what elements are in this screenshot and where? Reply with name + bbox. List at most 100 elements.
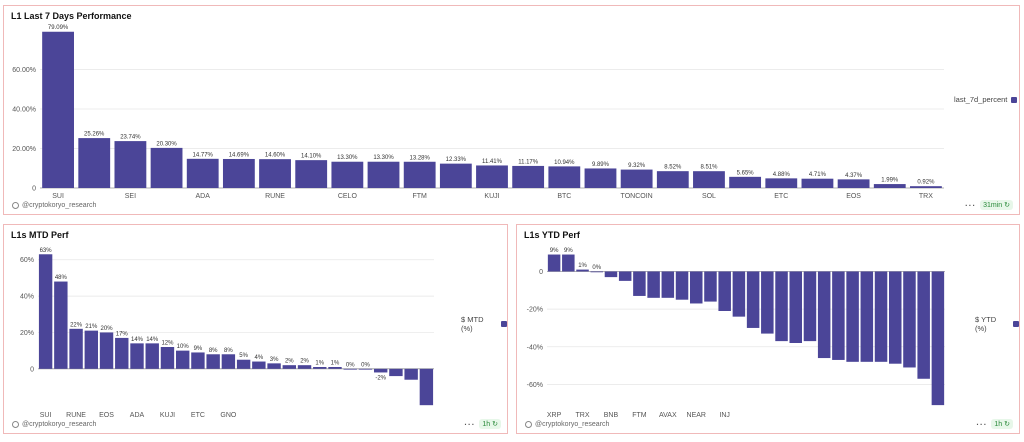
bar[interactable] bbox=[693, 171, 725, 188]
bar[interactable] bbox=[282, 365, 297, 369]
bar[interactable] bbox=[295, 160, 328, 188]
bar[interactable] bbox=[689, 271, 703, 304]
bar[interactable] bbox=[910, 186, 942, 188]
legend[interactable]: last_7d_percent bbox=[954, 95, 1018, 104]
y-tick-label: 60% bbox=[20, 257, 34, 264]
bar[interactable] bbox=[584, 168, 617, 188]
bar[interactable] bbox=[873, 184, 906, 188]
bar[interactable] bbox=[206, 354, 220, 369]
bar[interactable] bbox=[832, 271, 845, 360]
bar[interactable] bbox=[99, 332, 114, 369]
bar[interactable] bbox=[618, 271, 632, 281]
bar[interactable] bbox=[512, 165, 545, 188]
bar[interactable] bbox=[259, 159, 291, 188]
x-tick-label: RUNE bbox=[265, 193, 285, 200]
bar[interactable] bbox=[54, 281, 68, 369]
bar[interactable] bbox=[404, 368, 418, 380]
bar[interactable] bbox=[343, 368, 357, 370]
bar[interactable] bbox=[846, 271, 859, 362]
bar[interactable] bbox=[803, 271, 817, 342]
bar[interactable] bbox=[389, 368, 403, 377]
bar[interactable] bbox=[373, 368, 388, 373]
bar[interactable] bbox=[590, 271, 604, 273]
bar[interactable] bbox=[331, 161, 364, 188]
bar[interactable] bbox=[150, 147, 183, 188]
bar[interactable] bbox=[419, 368, 434, 406]
bar[interactable] bbox=[175, 350, 190, 369]
bar[interactable] bbox=[547, 254, 561, 272]
bar[interactable] bbox=[675, 271, 689, 300]
bar[interactable] bbox=[69, 328, 83, 369]
bar[interactable] bbox=[186, 158, 219, 188]
bar[interactable] bbox=[145, 343, 159, 369]
bar[interactable] bbox=[252, 361, 266, 369]
bar[interactable] bbox=[160, 347, 175, 369]
bar[interactable] bbox=[476, 165, 508, 188]
bar[interactable] bbox=[775, 271, 788, 342]
bar[interactable] bbox=[358, 368, 373, 370]
legend-swatch bbox=[1013, 321, 1019, 327]
bar[interactable] bbox=[633, 271, 646, 296]
bar[interactable] bbox=[313, 367, 327, 369]
bar[interactable] bbox=[604, 271, 618, 278]
refresh-badge-text: 1h bbox=[994, 421, 1003, 428]
bar[interactable] bbox=[84, 330, 99, 369]
refresh-badge[interactable]: 31min ↻ bbox=[980, 200, 1013, 210]
bar[interactable] bbox=[221, 354, 236, 369]
bar[interactable] bbox=[114, 141, 147, 188]
bar[interactable] bbox=[78, 138, 111, 188]
attribution[interactable]: @cryptokoryo_research bbox=[12, 421, 96, 428]
bar[interactable] bbox=[765, 178, 798, 188]
bar[interactable] bbox=[38, 254, 53, 369]
bar[interactable] bbox=[903, 271, 916, 368]
data-label: 17% bbox=[116, 331, 129, 337]
bar[interactable] bbox=[328, 367, 342, 369]
bar[interactable] bbox=[874, 271, 888, 362]
bar[interactable] bbox=[661, 271, 675, 298]
bar[interactable] bbox=[789, 271, 803, 343]
more-options-icon[interactable]: ··· bbox=[464, 419, 476, 429]
refresh-badge[interactable]: 1h ↻ bbox=[991, 419, 1013, 429]
bar[interactable] bbox=[562, 254, 575, 272]
bar[interactable] bbox=[267, 363, 281, 369]
bar[interactable] bbox=[837, 179, 870, 188]
bar[interactable] bbox=[732, 271, 746, 317]
bar[interactable] bbox=[191, 352, 205, 369]
bar[interactable] bbox=[403, 161, 436, 188]
bar[interactable] bbox=[439, 163, 472, 188]
bar[interactable] bbox=[656, 171, 689, 188]
y-tick-label: 0 bbox=[30, 366, 34, 373]
refresh-badge[interactable]: 1h ↻ bbox=[479, 419, 501, 429]
bar[interactable] bbox=[888, 271, 902, 364]
attribution[interactable]: @cryptokoryo_research bbox=[12, 202, 96, 209]
bar[interactable] bbox=[576, 269, 589, 272]
bar[interactable] bbox=[801, 178, 834, 188]
bar[interactable] bbox=[931, 271, 945, 406]
bar[interactable] bbox=[222, 158, 255, 188]
bar[interactable] bbox=[746, 271, 760, 328]
more-options-icon[interactable]: ··· bbox=[976, 419, 988, 429]
bar[interactable] bbox=[42, 31, 74, 188]
more-options-icon[interactable]: ··· bbox=[965, 200, 977, 210]
bar[interactable] bbox=[297, 365, 312, 369]
legend[interactable]: $ MTD (%) bbox=[461, 315, 507, 333]
bar[interactable] bbox=[761, 271, 774, 334]
refresh-badge-text: 1h bbox=[482, 421, 491, 428]
bar[interactable] bbox=[548, 166, 581, 188]
bar[interactable] bbox=[647, 271, 660, 298]
bar[interactable] bbox=[718, 271, 731, 311]
x-tick-label: FTM bbox=[632, 412, 647, 419]
bar[interactable] bbox=[860, 271, 874, 362]
bar[interactable] bbox=[817, 271, 831, 359]
bar[interactable] bbox=[130, 343, 144, 369]
bar[interactable] bbox=[704, 271, 717, 302]
bar[interactable] bbox=[236, 359, 251, 369]
bar[interactable] bbox=[729, 176, 762, 188]
bar[interactable] bbox=[917, 271, 930, 379]
data-label: 4.88% bbox=[773, 172, 791, 178]
bar[interactable] bbox=[115, 337, 129, 369]
legend[interactable]: $ YTD (%) bbox=[975, 315, 1019, 333]
bar[interactable] bbox=[620, 169, 653, 188]
bar[interactable] bbox=[367, 161, 400, 188]
attribution[interactable]: @cryptokoryo_research bbox=[525, 421, 609, 428]
